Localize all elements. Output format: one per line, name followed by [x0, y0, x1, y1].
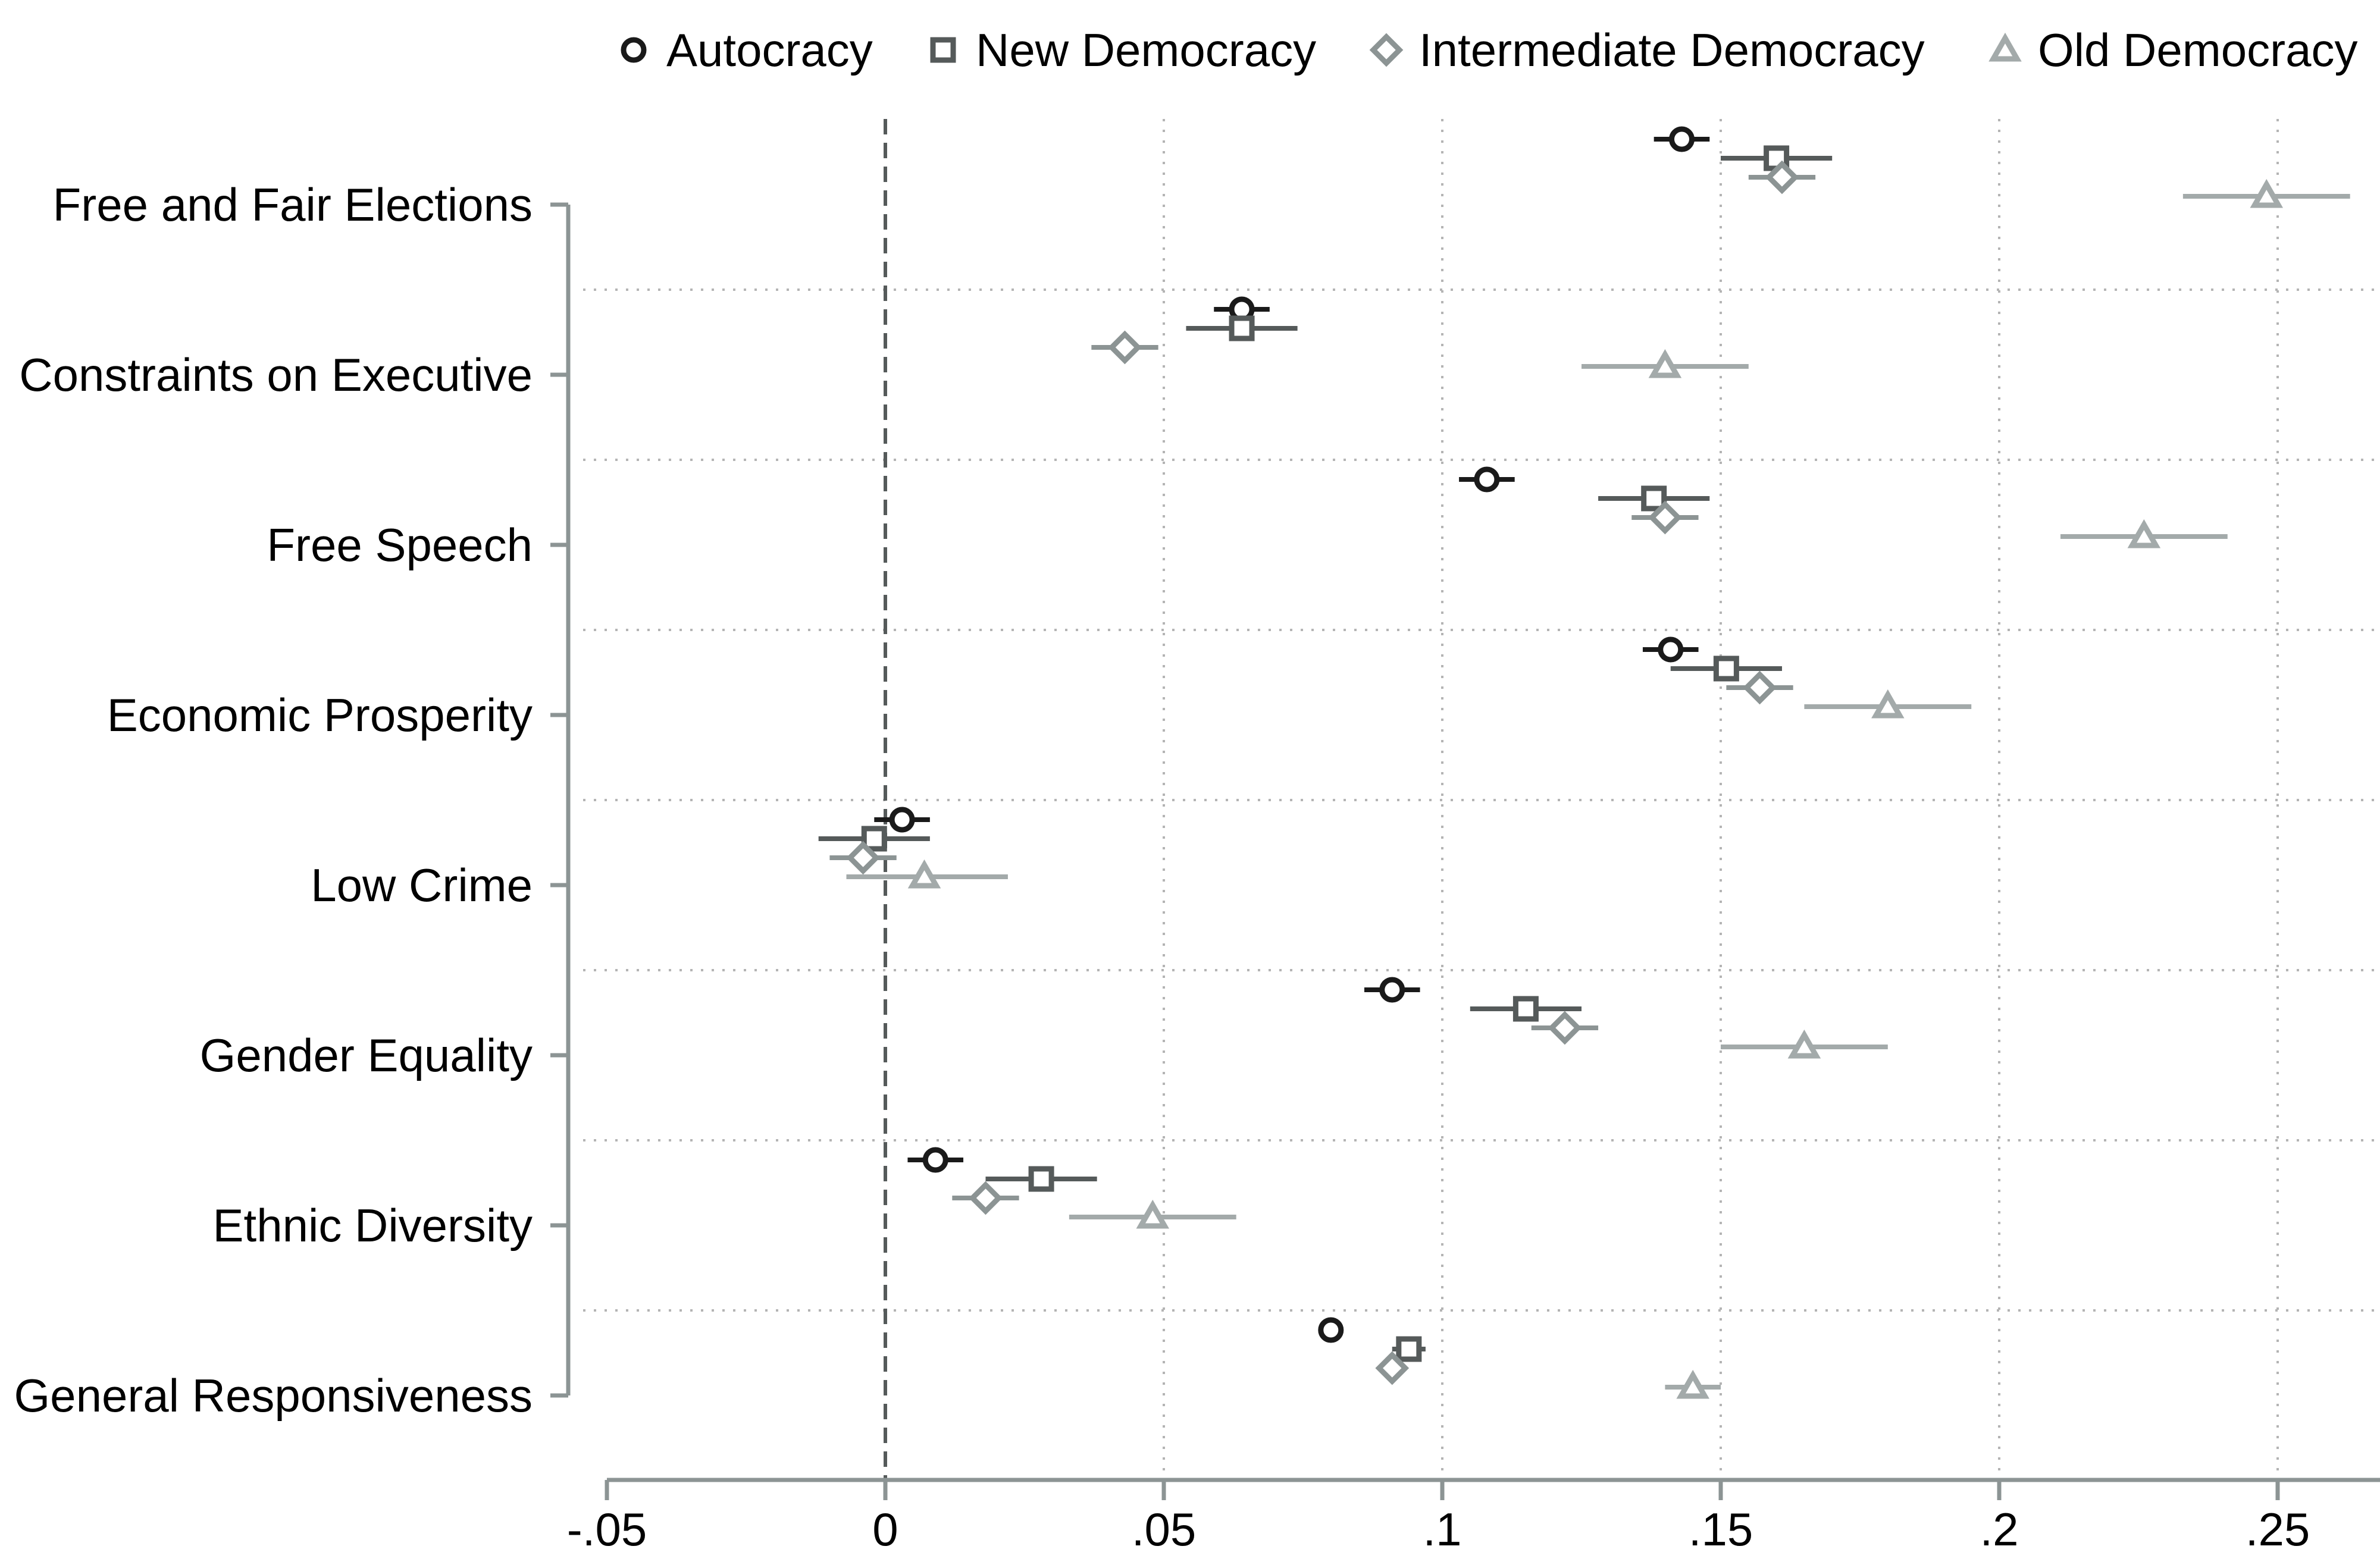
point-estimate-circle — [1318, 1317, 1344, 1343]
point-estimate-triangle — [1648, 349, 1682, 378]
series-square — [818, 145, 1833, 1362]
point-estimate-circle — [922, 1147, 948, 1173]
point-estimate-triangle — [1676, 1369, 1709, 1399]
category-label: Low Crime — [311, 859, 533, 911]
x-tick-label: .05 — [1132, 1503, 1196, 1555]
point-estimate-diamond — [1765, 160, 1799, 195]
data-marks — [818, 126, 2350, 1399]
category-label: Free Speech — [267, 519, 533, 571]
point-estimate-square — [1028, 1166, 1054, 1192]
legend-label: Autocracy — [666, 24, 873, 76]
point-estimate-circle — [1379, 977, 1405, 1003]
category-label: Ethnic Diversity — [213, 1199, 533, 1252]
category-label: Free and Fair Elections — [53, 178, 533, 231]
point-estimate-circle — [889, 807, 915, 833]
legend-item: New Democracy — [930, 24, 1316, 76]
point-estimate-circle — [1658, 636, 1684, 663]
legend-square-icon — [930, 37, 956, 63]
legend-circle-icon — [621, 37, 647, 63]
legend-label: Old Democracy — [2038, 24, 2357, 76]
point-estimate-diamond — [846, 840, 880, 875]
point-estimate-square — [1713, 656, 1739, 682]
legend-item: Intermediate Democracy — [1369, 24, 1925, 76]
point-estimate-square — [1641, 485, 1667, 512]
category-label: Economic Prosperity — [107, 689, 533, 741]
legend-triangle-icon — [1988, 32, 2022, 62]
x-tick-label: .15 — [1689, 1503, 1753, 1555]
legend: Autocracy New Democracy Intermediate Democ… — [621, 24, 2357, 76]
point-estimate-diamond — [1743, 670, 1777, 705]
point-estimate-diamond — [1375, 1351, 1410, 1385]
x-tick-label: .1 — [1423, 1503, 1461, 1555]
point-estimate-diamond — [1108, 330, 1142, 365]
point-estimate-triangle — [1136, 1199, 1170, 1229]
legend-label: New Democracy — [976, 24, 1316, 76]
point-estimate-square — [1229, 315, 1255, 341]
point-estimate-triangle — [1787, 1029, 1821, 1059]
x-tick-label: .2 — [1980, 1503, 2018, 1555]
legend-label: Intermediate Democracy — [1419, 24, 1925, 76]
point-estimate-diamond — [969, 1181, 1003, 1215]
legend-item: Autocracy — [621, 24, 873, 76]
category-label: Constraints on Executive — [19, 349, 533, 401]
point-estimate-diamond — [1548, 1011, 1582, 1045]
point-estimate-triangle — [1871, 689, 1905, 719]
point-estimate-square — [1512, 996, 1539, 1022]
axes: Free and Fair Elections Constraints on Ex… — [14, 178, 2380, 1555]
grid-lines — [583, 119, 2380, 1480]
point-estimate-circle — [1474, 466, 1500, 493]
x-tick-label: 0 — [872, 1503, 898, 1555]
point-estimate-circle — [1668, 126, 1695, 152]
x-tick-label: -.05 — [567, 1503, 647, 1555]
legend-item: Old Democracy — [1988, 24, 2357, 76]
series-diamond — [829, 160, 1816, 1385]
category-label: General Responsiveness — [14, 1369, 533, 1422]
point-estimate-square — [1396, 1336, 1422, 1362]
category-label: Gender Equality — [200, 1029, 533, 1081]
series-circle — [874, 126, 1710, 1343]
series-triangle — [846, 178, 2350, 1399]
x-tick-label: .25 — [2246, 1503, 2310, 1555]
point-estimate-diamond — [1648, 500, 1682, 535]
point-estimate-triangle — [2127, 519, 2161, 548]
legend-diamond-icon — [1369, 33, 1404, 67]
point-estimate-triangle — [907, 859, 941, 889]
point-estimate-triangle — [2250, 178, 2284, 208]
